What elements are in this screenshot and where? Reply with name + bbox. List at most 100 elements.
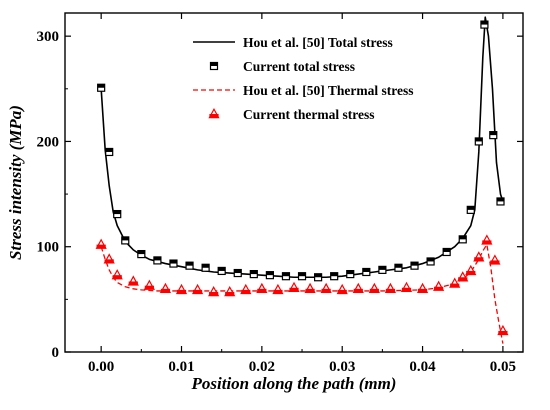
data-point-3-20 bbox=[400, 281, 413, 292]
data-point-3-25 bbox=[465, 264, 477, 276]
marker-fill bbox=[113, 210, 121, 215]
data-point-3-8 bbox=[208, 285, 220, 297]
data-point-3-3 bbox=[127, 275, 139, 286]
x-tick-label-4: 0.04 bbox=[409, 359, 436, 375]
marker-fill bbox=[314, 273, 322, 278]
marker-fill bbox=[480, 21, 488, 25]
marker-fill bbox=[474, 257, 484, 261]
data-point-1-11 bbox=[249, 269, 258, 279]
legend-swatch-3 bbox=[208, 107, 220, 119]
marker-fill bbox=[466, 270, 476, 275]
data-point-3-27 bbox=[481, 234, 493, 245]
marker-fill bbox=[202, 264, 210, 268]
data-point-1-7 bbox=[185, 261, 194, 270]
data-point-1-12 bbox=[265, 271, 274, 280]
data-point-3-22 bbox=[433, 280, 445, 291]
marker-fill bbox=[443, 248, 451, 252]
y-tick-label-3: 300 bbox=[37, 29, 60, 45]
marker-fill bbox=[218, 267, 226, 271]
data-point-1-25 bbox=[466, 205, 475, 214]
data-point-1-3 bbox=[121, 236, 130, 245]
data-point-3-17 bbox=[352, 282, 364, 294]
marker-fill bbox=[427, 257, 435, 262]
legend-label-0: Hou et al. [50] Total stress bbox=[243, 35, 393, 50]
data-point-1-9 bbox=[217, 266, 226, 276]
marker-fill bbox=[104, 259, 114, 263]
data-point-3-12 bbox=[272, 283, 284, 295]
axes-layer: 0.00 0.01 0.02 0.03 0.04 0.05 0 100 200 300 Positi… bbox=[6, 12, 524, 393]
marker-fill bbox=[137, 250, 145, 255]
data-point-1-22 bbox=[426, 257, 435, 266]
marker-fill bbox=[337, 289, 347, 294]
data-point-3-2 bbox=[111, 269, 123, 280]
x-tick-label-0: 0.00 bbox=[88, 359, 114, 375]
data-point-1-1 bbox=[105, 147, 114, 157]
marker-fill bbox=[273, 289, 283, 294]
data-point-3-9 bbox=[224, 285, 236, 297]
plot-frame bbox=[64, 12, 524, 353]
data-point-1-16 bbox=[330, 272, 339, 281]
legend: Hou et al. [50] Total stress Current tota… bbox=[193, 35, 413, 122]
marker-fill bbox=[257, 288, 267, 293]
marker-fill bbox=[346, 270, 354, 275]
legend-item-0: Hou et al. [50] Total stress bbox=[193, 35, 393, 50]
marker-fill bbox=[128, 281, 138, 286]
marker-fill bbox=[234, 269, 242, 274]
data-point-1-26 bbox=[474, 137, 483, 146]
y-tick-label-1: 100 bbox=[37, 240, 60, 256]
data-point-3-29 bbox=[497, 324, 509, 336]
data-point-3-19 bbox=[384, 282, 397, 294]
marker-fill bbox=[266, 271, 274, 276]
marker-fill bbox=[153, 256, 161, 261]
data-point-3-5 bbox=[159, 282, 172, 294]
marker-fill bbox=[369, 288, 379, 293]
marker-fill bbox=[458, 277, 468, 281]
marker-fill bbox=[225, 291, 235, 296]
data-point-3-24 bbox=[457, 271, 469, 282]
data-point-1-10 bbox=[233, 268, 242, 278]
legend-label-2: Hou et al. [50] Thermal stress bbox=[243, 83, 413, 98]
marker-fill bbox=[192, 289, 203, 294]
data-point-3-4 bbox=[143, 279, 155, 290]
marker-fill bbox=[459, 235, 467, 240]
marker-fill bbox=[282, 272, 290, 277]
marker-fill bbox=[489, 131, 497, 136]
data-point-1-4 bbox=[137, 249, 146, 259]
marker-fill bbox=[330, 272, 338, 277]
series-layer bbox=[95, 16, 509, 344]
marker-fill bbox=[209, 114, 219, 118]
marker-fill bbox=[210, 62, 218, 66]
marker-fill bbox=[394, 264, 402, 268]
series-line-0 bbox=[100, 16, 504, 279]
data-point-3-7 bbox=[191, 283, 204, 295]
legend-label-1: Current total stress bbox=[243, 59, 355, 74]
marker-fill bbox=[482, 240, 492, 245]
data-point-3-23 bbox=[449, 277, 461, 288]
marker-fill bbox=[112, 275, 122, 279]
marker-fill bbox=[160, 288, 171, 293]
legend-item-3: Current thermal stress bbox=[208, 107, 374, 122]
marker-fill bbox=[353, 288, 363, 293]
data-point-1-29 bbox=[496, 197, 505, 206]
data-point-3-15 bbox=[320, 282, 332, 294]
data-point-1-15 bbox=[314, 273, 323, 282]
x-tick-label-5: 0.05 bbox=[490, 359, 516, 375]
marker-fill bbox=[450, 283, 460, 288]
legend-swatch-1 bbox=[209, 61, 219, 71]
data-point-1-24 bbox=[458, 235, 467, 244]
marker-fill bbox=[401, 287, 412, 292]
marker-fill bbox=[105, 148, 113, 152]
data-point-1-0 bbox=[97, 83, 106, 92]
marker-fill bbox=[176, 289, 187, 294]
data-point-3-0 bbox=[95, 238, 107, 249]
data-point-3-1 bbox=[103, 253, 115, 264]
marker-fill bbox=[467, 206, 475, 210]
marker-fill bbox=[417, 288, 428, 293]
marker-fill bbox=[121, 236, 129, 241]
x-tick-label-2: 0.02 bbox=[249, 359, 275, 375]
data-point-1-17 bbox=[346, 269, 355, 279]
data-point-1-23 bbox=[442, 247, 451, 257]
marker-fill bbox=[475, 137, 483, 142]
data-point-3-11 bbox=[256, 282, 268, 294]
